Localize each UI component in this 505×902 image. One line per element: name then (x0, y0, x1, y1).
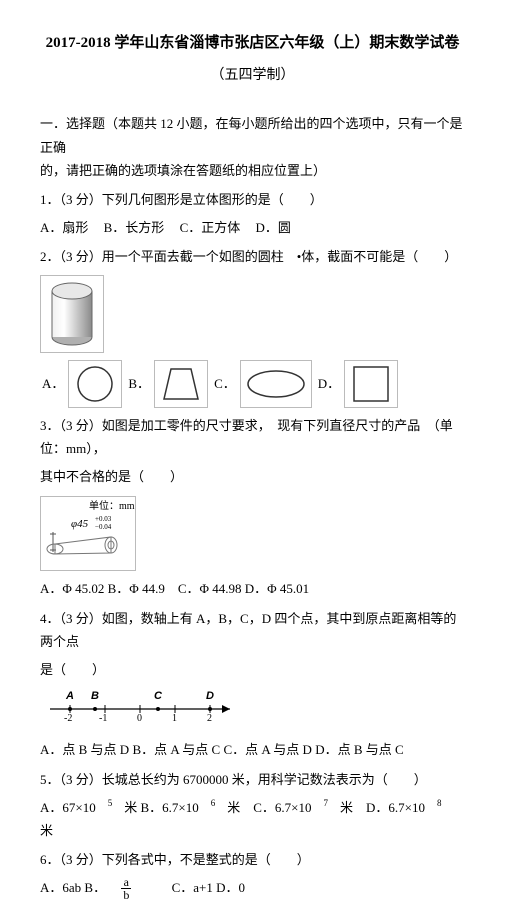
question-6: 6．（3 分）下列各式中，不是整式的是（ ） (40, 848, 465, 871)
part-diagram-icon: 单位：mm φ45 +0.03 −0.04 (41, 497, 135, 563)
q5b-exp: 6 (211, 795, 216, 811)
number-line-icon: A B C D -2 -1 0 1 2 (40, 685, 240, 725)
q5c-tail: 米 D．6.7×10 (340, 796, 425, 819)
number-line-figure: A B C D -2 -1 0 1 2 (40, 685, 465, 732)
q2-letter-c: C． (214, 372, 236, 395)
frac-den: b (121, 889, 131, 901)
q3-figure: 单位：mm φ45 +0.03 −0.04 (40, 496, 136, 571)
page-title: 2017-2018 学年山东省淄博市张店区六年级（上）期末数学试卷 (40, 30, 465, 57)
q5d-exp: 8 (437, 795, 442, 811)
svg-text:1: 1 (172, 713, 177, 724)
q3-options: A．Φ 45.02 B．Φ 44.9 C．Φ 44.98 D．Φ 45.01 (40, 577, 465, 600)
question-3-line1: 3．（3 分）如图是加工零件的尺寸要求， 现有下列直径尺寸的产品 （单位：mm）… (40, 414, 465, 461)
phi-label: φ45 (71, 518, 89, 530)
q1-options: A．扇形 B．长方形 C．正方体 D．圆 (40, 216, 465, 239)
svg-text:A: A (65, 690, 74, 702)
q2-options: A． B． C． D． (40, 360, 465, 408)
svg-text:0: 0 (137, 713, 142, 724)
q2-opt-c-ellipse (240, 360, 312, 408)
question-1: 1．（3 分）下列几何图形是立体图形的是（ ） (40, 188, 465, 211)
page-subtitle: （五四学制） (40, 63, 465, 88)
tol-lower: −0.04 (95, 523, 112, 531)
fraction-icon: a b (121, 876, 143, 901)
q4-options: A．点 B 与点 D B．点 A 与点 C C．点 A 与点 D D．点 B 与… (40, 738, 465, 761)
q2-opt-b-trapezoid (154, 360, 208, 408)
q5a-tail: 米 B．6.7×10 (124, 796, 199, 819)
cylinder-icon (47, 281, 97, 347)
q5c-exp: 7 (324, 795, 329, 811)
question-3-line2: 其中不合格的是（ ） (40, 465, 465, 488)
q5a-exp: 5 (108, 795, 113, 811)
q1-opt-d: D．圆 (255, 216, 290, 239)
question-5: 5．（3 分）长城总长约为 6700000 米，用科学记数法表示为（ ） (40, 768, 465, 791)
q6-pre: A．6ab B． (40, 876, 106, 899)
svg-text:-1: -1 (99, 713, 107, 724)
section-header: 一．选择题（本题共 12 小题，在每小题所给出的四个选项中，只有一个是正确 的，… (40, 112, 465, 182)
svg-text:2: 2 (207, 713, 212, 724)
q2-opt-a-circle (68, 360, 122, 408)
q6-options: A．6ab B． a b C．a+1 D．0 (40, 876, 465, 902)
q5b-tail: 米 C．6.7×10 (227, 796, 311, 819)
q5d-tail: 米 (40, 819, 53, 842)
frac-num: a (121, 876, 131, 889)
q5-options: A．67×10 5 米 B．6.7×10 6 米 C．6.7×10 7 米 D．6.7… (40, 795, 465, 842)
cylinder-figure (40, 275, 465, 354)
svg-text:C: C (154, 690, 163, 702)
section-line2: 的，请把正确的选项填涂在答题纸的相应位置上） (40, 163, 326, 178)
question-2: 2．（3 分）用一个平面去截一个如图的圆柱 •体，截面不可能是（ ） (40, 245, 465, 268)
svg-text:-2: -2 (64, 713, 72, 724)
q1-opt-c: C．正方体 (180, 216, 241, 239)
q5-opt-a-pre: A．67×10 (40, 796, 96, 819)
tol-upper: +0.03 (95, 515, 112, 523)
q1-opt-b: B．长方形 (104, 216, 165, 239)
q2-opt-d-square (344, 360, 398, 408)
svg-text:D: D (206, 690, 214, 702)
q2-letter-a: A． (42, 372, 64, 395)
section-line1: 一．选择题（本题共 12 小题，在每小题所给出的四个选项中，只有一个是正确 (40, 116, 463, 154)
question-4-line2: 是（ ） (40, 658, 465, 681)
question-4-line1: 4．（3 分）如图，数轴上有 A，B，C，D 四个点，其中到原点距离相等的两个点 (40, 607, 465, 654)
svg-text:B: B (91, 690, 99, 702)
q6-post: C．a+1 D．0 (159, 876, 245, 899)
q2-letter-d: D． (318, 372, 340, 395)
q1-opt-a: A．扇形 (40, 216, 88, 239)
q2-letter-b: B． (128, 372, 150, 395)
unit-label: 单位：mm (89, 499, 135, 512)
